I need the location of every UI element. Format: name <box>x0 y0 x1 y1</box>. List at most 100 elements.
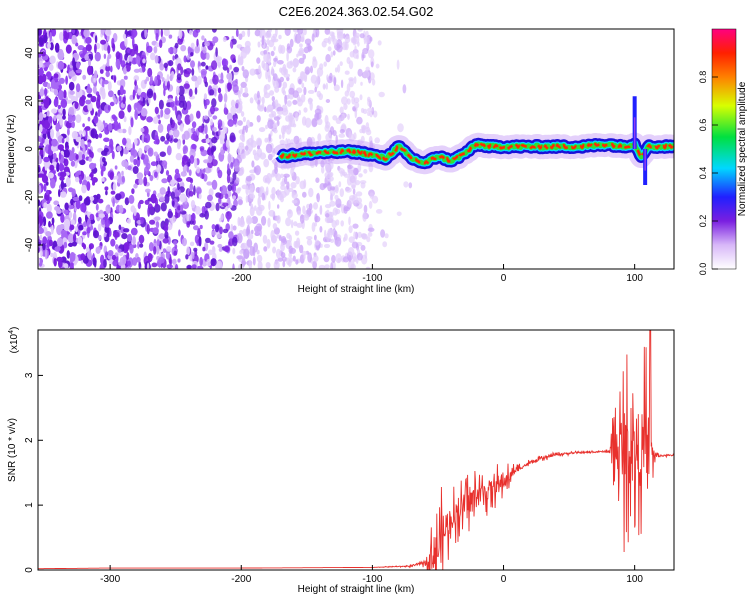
noise-speckle <box>197 227 201 238</box>
noise-speckle <box>62 108 66 117</box>
noise-speckle <box>269 90 275 96</box>
noise-speckle <box>282 260 286 268</box>
noise-speckle <box>237 90 242 99</box>
noise-speckle <box>241 260 247 266</box>
noise-speckle <box>188 190 194 197</box>
noise-speckle <box>204 81 208 88</box>
noise-speckle <box>339 106 344 114</box>
noise-speckle <box>356 116 363 125</box>
noise-speckle <box>286 100 292 107</box>
noise-speckle <box>75 69 83 74</box>
noise-speckle <box>333 230 338 241</box>
noise-speckle <box>280 45 286 54</box>
noise-speckle <box>209 89 215 96</box>
noise-speckle <box>109 171 114 181</box>
noise-speckle <box>83 197 91 206</box>
noise-speckle <box>42 113 47 118</box>
noise-speckle <box>291 199 298 204</box>
noise-speckle <box>279 67 283 73</box>
noise-speckle <box>57 144 64 151</box>
noise-speckle <box>115 175 119 180</box>
noise-speckle <box>65 75 68 85</box>
noise-speckle <box>53 77 59 83</box>
noise-speckle <box>231 80 238 87</box>
snr-y-tick-label: 0 <box>24 567 35 573</box>
noise-speckle <box>282 125 287 132</box>
noise-speckle <box>342 256 350 263</box>
noise-speckle <box>178 29 183 40</box>
noise-speckle <box>189 183 194 191</box>
noise-speckle <box>360 107 365 114</box>
colorbar: 0.0 0.2 0.4 0.6 0.8 Normalized spectral ampl… <box>698 28 748 275</box>
noise-speckle <box>51 224 54 235</box>
noise-speckle <box>251 229 254 235</box>
noise-speckle <box>352 256 357 263</box>
noise-speckle <box>211 98 217 108</box>
noise-speckle <box>230 162 234 169</box>
noise-speckle <box>116 145 122 152</box>
noise-speckle <box>314 234 317 241</box>
noise-speckle <box>121 128 127 134</box>
noise-speckle <box>323 84 326 89</box>
noise-speckle <box>186 264 192 269</box>
noise-speckle <box>204 41 210 47</box>
noise-speckle <box>323 243 331 249</box>
noise-speckle <box>60 229 67 236</box>
noise-speckle <box>148 90 153 96</box>
noise-speckle <box>183 70 190 78</box>
noise-speckle <box>126 251 130 260</box>
noise-speckle <box>69 262 74 269</box>
noise-speckle <box>222 228 229 234</box>
noise-speckle <box>314 86 318 93</box>
noise-speckle <box>292 90 299 98</box>
noise-speckle <box>81 184 87 194</box>
noise-speckle <box>129 244 134 254</box>
spectrogram-x-tick-label: 100 <box>626 273 643 284</box>
noise-speckle <box>295 112 299 122</box>
noise-speckle <box>71 29 76 35</box>
noise-speckle <box>284 175 288 185</box>
noise-speckle <box>75 154 79 160</box>
noise-speckle <box>293 240 298 248</box>
noise-speckle <box>285 217 292 227</box>
noise-speckle <box>114 165 118 170</box>
noise-speckle <box>230 99 236 108</box>
noise-speckle <box>324 171 332 179</box>
noise-speckle <box>209 107 215 113</box>
noise-speckle <box>203 115 209 120</box>
noise-speckle <box>295 259 299 265</box>
noise-speckle <box>211 60 218 71</box>
noise-speckle <box>294 230 300 236</box>
noise-speckle <box>169 101 175 108</box>
noise-speckle <box>331 35 336 40</box>
noise-speckle <box>290 167 295 177</box>
noise-speckle <box>281 107 289 116</box>
noise-speckle <box>302 191 307 198</box>
noise-speckle <box>191 67 195 76</box>
noise-speckle <box>147 147 154 157</box>
noise-speckle <box>78 151 83 161</box>
noise-speckle <box>54 246 61 252</box>
noise-speckle <box>223 93 228 103</box>
noise-speckle <box>366 236 371 243</box>
noise-speckle <box>325 213 330 218</box>
noise-speckle <box>354 45 357 54</box>
noise-speckle <box>277 110 284 115</box>
noise-speckle <box>222 36 227 43</box>
noise-speckle <box>352 35 360 45</box>
noise-speckle <box>161 178 168 184</box>
noise-speckle <box>365 129 372 136</box>
noise-speckle <box>279 173 284 178</box>
noise-speckle <box>85 36 92 45</box>
noise-speckle <box>99 69 104 74</box>
noise-speckle <box>302 205 306 215</box>
noise-speckle <box>367 227 375 233</box>
noise-speckle <box>373 110 378 118</box>
noise-speckle <box>93 163 97 168</box>
noise-speckle <box>100 39 107 45</box>
noise-speckle <box>103 53 107 59</box>
noise-speckle <box>353 167 359 176</box>
noise-speckle <box>38 95 41 100</box>
noise-speckle <box>156 164 162 173</box>
